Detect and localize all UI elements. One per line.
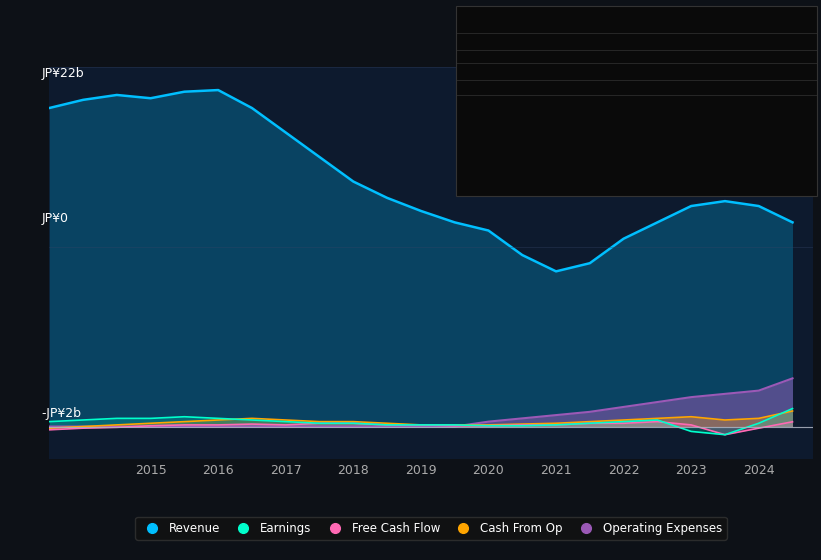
Text: -JP¥2b: -JP¥2b [42,407,81,420]
Text: Operating Expenses: Operating Expenses [462,111,575,121]
Text: Earnings: Earnings [462,52,511,62]
Text: 8.9% profit margin: 8.9% profit margin [636,64,747,77]
Text: JP¥1.115b: JP¥1.115b [636,52,695,64]
Text: Dec 31 2024: Dec 31 2024 [462,8,549,21]
Text: Revenue: Revenue [462,35,511,45]
Text: JP¥294.000m: JP¥294.000m [636,81,714,94]
Text: Cash From Op: Cash From Op [462,96,540,106]
Text: /yr: /yr [706,52,721,62]
Text: JP¥12.515b: JP¥12.515b [636,35,703,48]
Text: Free Cash Flow: Free Cash Flow [462,81,546,91]
Text: JP¥949.000m: JP¥949.000m [636,96,714,109]
Text: /yr: /yr [706,35,721,45]
Text: JP¥2.953b: JP¥2.953b [636,111,695,124]
Text: JP¥0: JP¥0 [42,212,69,225]
Legend: Revenue, Earnings, Free Cash Flow, Cash From Op, Operating Expenses: Revenue, Earnings, Free Cash Flow, Cash … [135,517,727,539]
Text: /yr: /yr [706,96,721,106]
Text: JP¥22b: JP¥22b [42,67,85,80]
Text: /yr: /yr [706,111,721,121]
Text: /yr: /yr [706,81,721,91]
